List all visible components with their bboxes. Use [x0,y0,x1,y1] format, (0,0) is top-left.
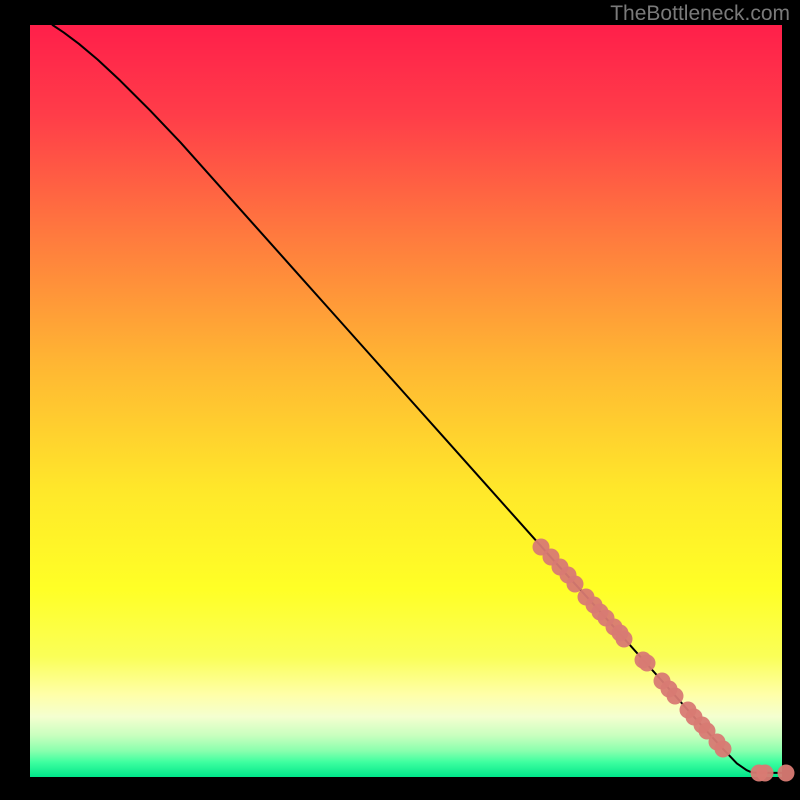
data-marker [638,655,655,672]
data-marker [777,764,794,781]
attribution-watermark: TheBottleneck.com [610,2,790,26]
marker-layer [30,25,782,777]
data-marker [757,764,774,781]
data-marker [667,687,684,704]
plot-area [30,25,782,777]
data-marker [715,741,732,758]
data-marker [616,630,633,647]
